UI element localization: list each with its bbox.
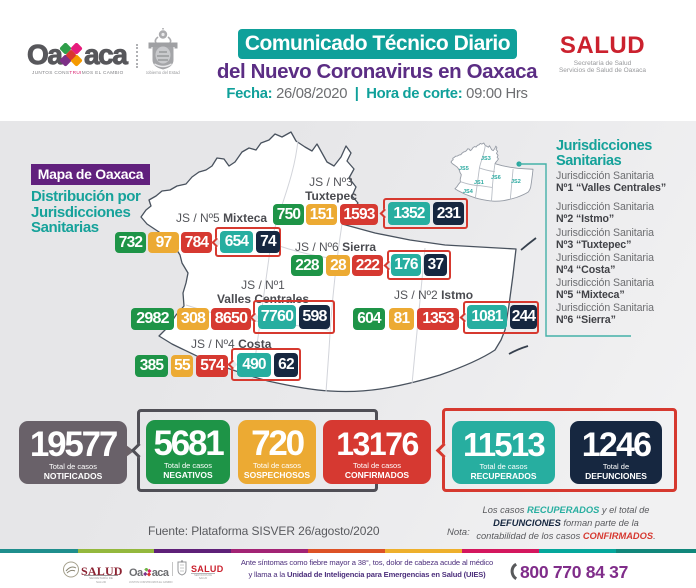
svg-text:JS2: JS2 [511,179,521,185]
svg-text:JS4: JS4 [463,189,474,195]
svg-text:JS3: JS3 [481,156,491,162]
svg-text:JS5: JS5 [459,166,469,172]
svg-text:Gobierno del Estado: Gobierno del Estado [146,70,180,75]
svg-text:JS1: JS1 [474,180,484,186]
svg-text:JS6: JS6 [491,175,501,181]
